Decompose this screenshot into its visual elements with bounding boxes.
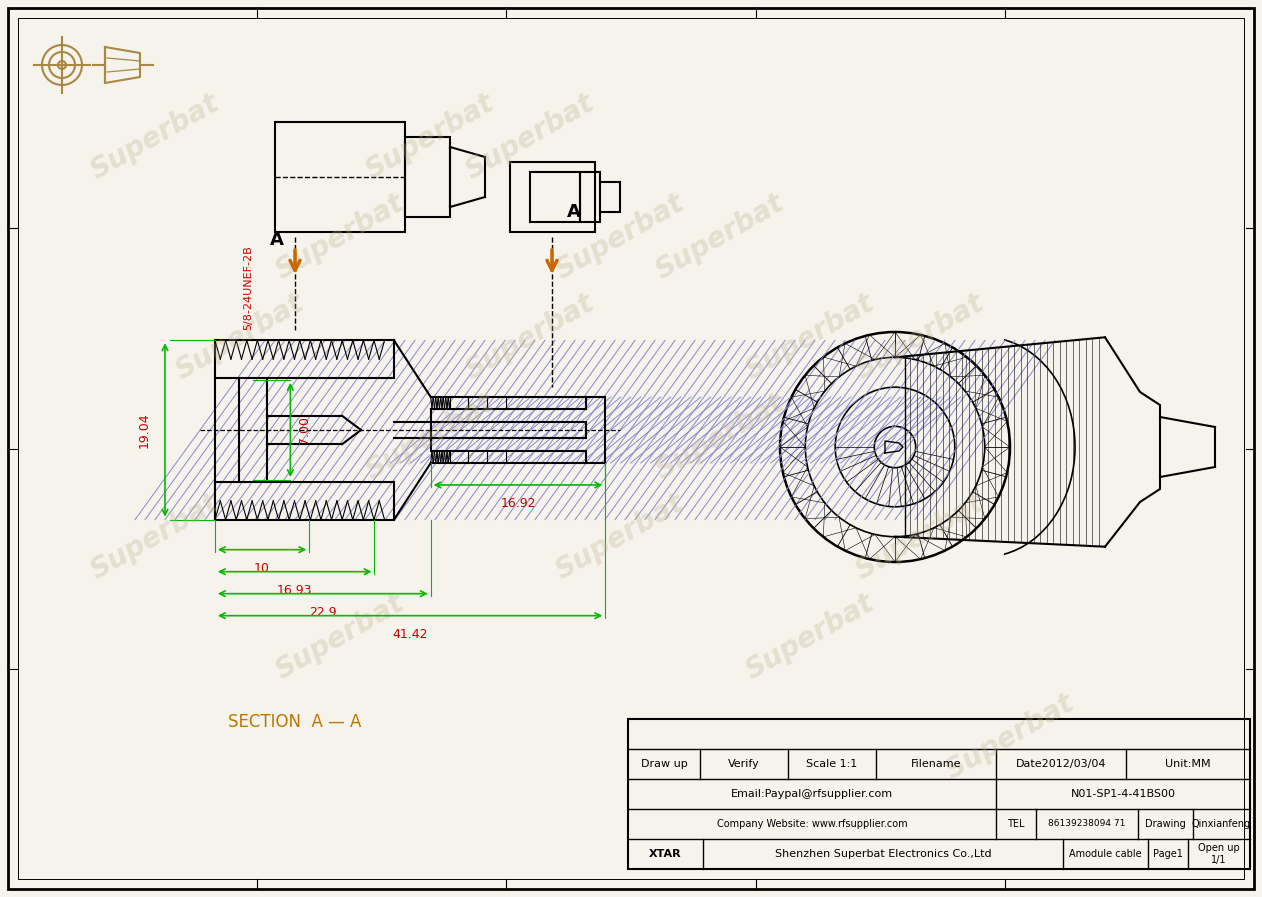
Text: Superbat: Superbat bbox=[86, 89, 225, 185]
Text: Open up
1/1: Open up 1/1 bbox=[1198, 843, 1239, 865]
Text: Superbat: Superbat bbox=[361, 389, 500, 485]
Text: Amodule cable: Amodule cable bbox=[1069, 849, 1141, 859]
Text: Superbat: Superbat bbox=[741, 289, 880, 385]
Bar bbox=[275, 122, 405, 232]
Text: 16.93: 16.93 bbox=[276, 584, 313, 597]
Text: Shenzhen Superbat Electronics Co.,Ltd: Shenzhen Superbat Electronics Co.,Ltd bbox=[775, 849, 992, 859]
Text: 10: 10 bbox=[254, 562, 270, 575]
Text: Superbat: Superbat bbox=[550, 189, 689, 285]
Text: Superbat: Superbat bbox=[851, 289, 989, 385]
Text: Qinxianfeng: Qinxianfeng bbox=[1191, 819, 1251, 829]
Text: SECTION  A — A: SECTION A — A bbox=[228, 713, 362, 731]
Text: Superbat: Superbat bbox=[651, 389, 789, 485]
Text: Superbat: Superbat bbox=[851, 489, 989, 585]
Text: Draw up: Draw up bbox=[641, 759, 688, 769]
Text: A: A bbox=[567, 203, 581, 221]
Text: Superbat: Superbat bbox=[461, 289, 599, 385]
Text: TEL: TEL bbox=[1007, 819, 1025, 829]
Text: Email:Paypal@rfsupplier.com: Email:Paypal@rfsupplier.com bbox=[731, 789, 893, 799]
Text: Drawing: Drawing bbox=[1145, 819, 1185, 829]
Text: Unit:MM: Unit:MM bbox=[1165, 759, 1210, 769]
Text: Superbat: Superbat bbox=[940, 689, 1079, 785]
Text: Superbat: Superbat bbox=[361, 89, 500, 185]
Text: 7.00: 7.00 bbox=[298, 416, 312, 444]
Text: 16.92: 16.92 bbox=[500, 497, 535, 510]
Text: Superbat: Superbat bbox=[270, 189, 409, 285]
Text: Superbat: Superbat bbox=[270, 588, 409, 685]
Text: Superbat: Superbat bbox=[550, 489, 689, 585]
Bar bbox=[581, 172, 599, 222]
Text: Page1: Page1 bbox=[1153, 849, 1182, 859]
Text: Company Website: www.rfsupplier.com: Company Website: www.rfsupplier.com bbox=[717, 819, 907, 829]
Text: 41.42: 41.42 bbox=[392, 628, 428, 640]
Text: 5/8-24UNEF-2B: 5/8-24UNEF-2B bbox=[244, 246, 254, 330]
Bar bbox=[628, 719, 1249, 869]
Text: N01-SP1-4-41BS00: N01-SP1-4-41BS00 bbox=[1070, 789, 1175, 799]
Text: 86139238094 71: 86139238094 71 bbox=[1049, 820, 1126, 829]
Text: XTAR: XTAR bbox=[649, 849, 681, 859]
Bar bbox=[530, 172, 581, 222]
Text: Superbat: Superbat bbox=[170, 289, 309, 385]
Text: Superbat: Superbat bbox=[461, 89, 599, 185]
Text: A: A bbox=[270, 231, 284, 249]
Text: Superbat: Superbat bbox=[651, 189, 789, 285]
Text: Superbat: Superbat bbox=[741, 588, 880, 685]
Bar bbox=[405, 137, 451, 217]
Text: Filename: Filename bbox=[911, 759, 962, 769]
Text: 19.04: 19.04 bbox=[138, 413, 151, 448]
Text: Verify: Verify bbox=[728, 759, 760, 769]
Bar bbox=[510, 162, 594, 232]
Text: Date2012/03/04: Date2012/03/04 bbox=[1016, 759, 1107, 769]
Text: Superbat: Superbat bbox=[86, 489, 225, 585]
Text: 22.9: 22.9 bbox=[309, 605, 337, 619]
Text: Scale 1:1: Scale 1:1 bbox=[806, 759, 858, 769]
